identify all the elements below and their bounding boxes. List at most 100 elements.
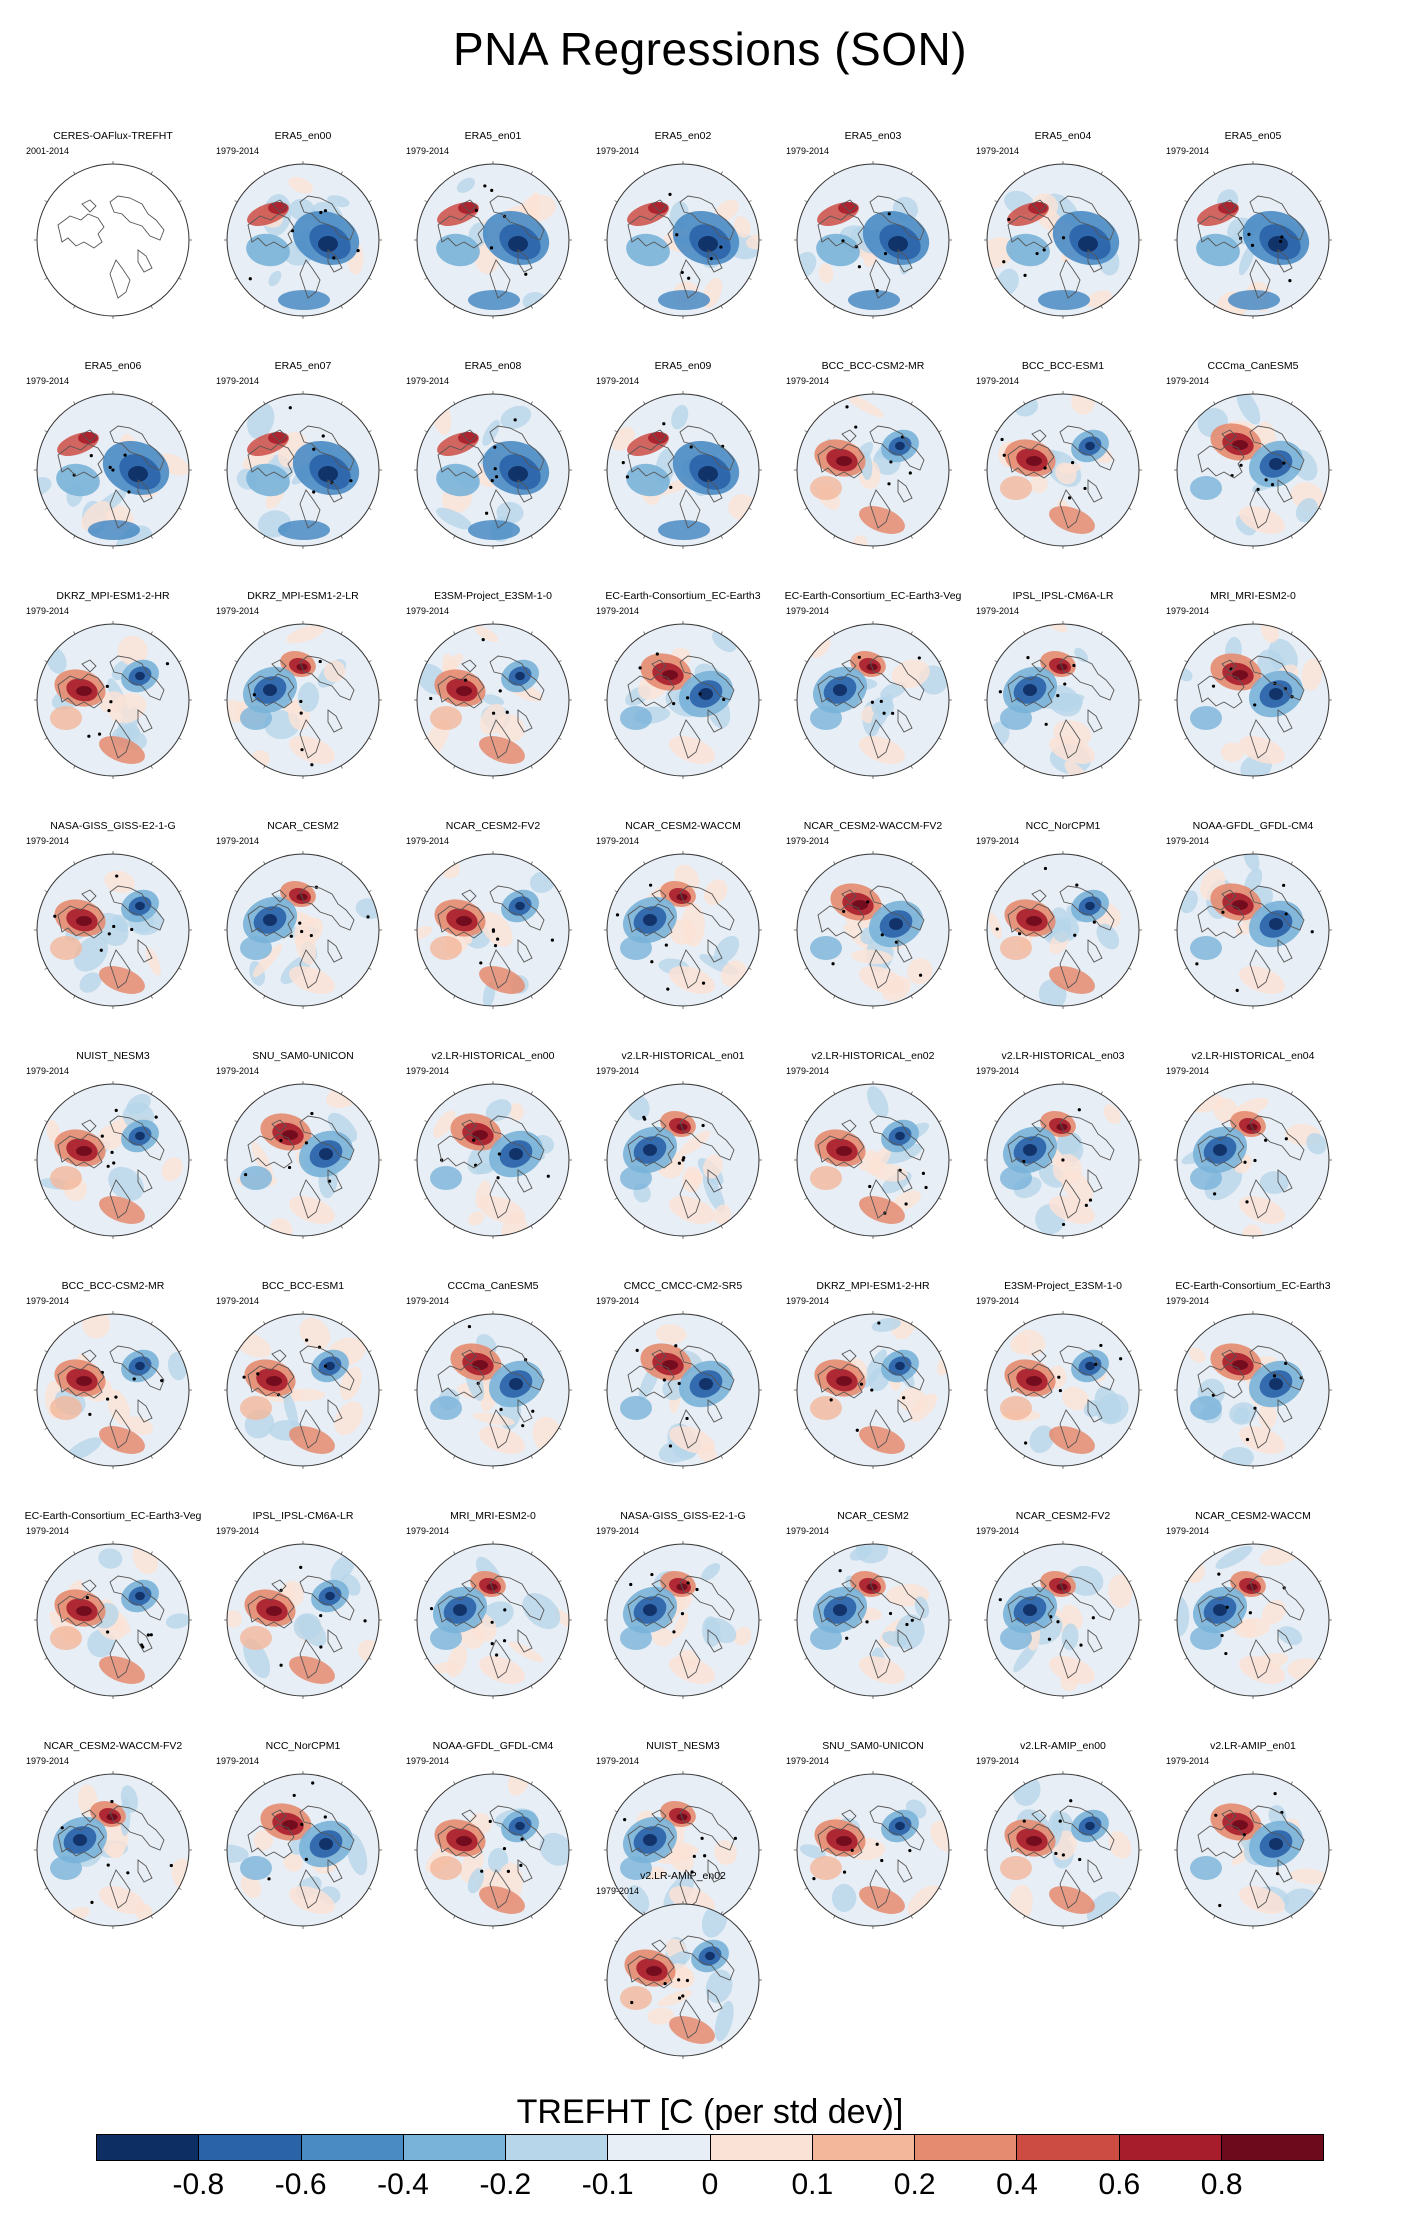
map-panel: NCAR_CESM2-WACCM-FV2 1979-2014 xyxy=(778,820,968,1020)
coastline xyxy=(1249,425,1305,471)
longitude-tick xyxy=(44,1887,48,1890)
coastline xyxy=(897,1629,913,1653)
anomaly-region xyxy=(99,1656,145,1684)
significance-dot xyxy=(719,245,723,249)
significance-dot xyxy=(88,1412,92,1416)
coastline xyxy=(247,213,295,249)
anomaly-region xyxy=(246,463,290,497)
significance-dot xyxy=(309,933,313,938)
longitude-tick xyxy=(910,1091,913,1095)
coastline xyxy=(109,1179,131,1219)
anomaly-region xyxy=(836,1376,852,1386)
coastline xyxy=(517,249,533,273)
anomaly-region xyxy=(626,233,670,267)
longitude-tick xyxy=(994,1810,998,1813)
coastline xyxy=(247,1593,295,1629)
longitude-tick xyxy=(910,1225,913,1229)
anomaly-region xyxy=(1190,936,1222,960)
longitude-tick xyxy=(453,765,456,769)
longitude-tick xyxy=(424,1657,428,1660)
coastline xyxy=(137,249,153,273)
longitude-tick xyxy=(1290,535,1293,539)
longitude-tick xyxy=(938,200,942,203)
coastline xyxy=(817,673,865,709)
longitude-tick xyxy=(994,507,998,510)
coastline xyxy=(1059,1115,1115,1161)
polar-map xyxy=(414,1081,572,1239)
coastline xyxy=(109,1639,131,1679)
significance-dot xyxy=(995,927,999,931)
panel-title: NCAR_CESM2-WACCM-FV2 xyxy=(43,1740,183,1752)
significance-dot xyxy=(685,696,690,700)
significance-dot xyxy=(1058,1388,1062,1393)
panel-title: ERA5_en09 xyxy=(654,360,712,372)
significance-dot xyxy=(319,210,323,215)
longitude-tick xyxy=(938,430,942,433)
significance-dot xyxy=(503,1608,507,1612)
significance-dot xyxy=(332,256,336,260)
longitude-tick xyxy=(44,890,48,893)
longitude-tick xyxy=(73,305,76,309)
coastline xyxy=(437,443,485,479)
longitude-tick xyxy=(234,660,238,663)
anomaly-region xyxy=(882,1631,907,1647)
longitude-tick xyxy=(73,171,76,175)
longitude-tick xyxy=(1023,631,1026,635)
longitude-tick xyxy=(453,401,456,405)
significance-dot xyxy=(1069,1799,1073,1803)
significance-dot xyxy=(686,1581,690,1585)
longitude-tick xyxy=(44,1810,48,1813)
significance-dot xyxy=(1099,1343,1103,1348)
anomaly-region xyxy=(488,1847,509,1873)
longitude-tick xyxy=(368,1350,372,1353)
map-panel: v2.LR-AMIP_en01 1979-2014 xyxy=(1158,1740,1348,1940)
significance-dot xyxy=(887,212,891,216)
anomaly-region xyxy=(1218,202,1238,214)
significance-dot xyxy=(114,1395,118,1399)
significance-dot xyxy=(300,929,304,934)
coastline xyxy=(1007,443,1055,479)
significance-dot xyxy=(1070,460,1075,465)
significance-dot xyxy=(126,1871,130,1875)
longitude-tick xyxy=(73,1225,76,1229)
anomaly-region xyxy=(98,1548,123,1569)
longitude-tick xyxy=(1318,277,1322,280)
coastline xyxy=(1007,1593,1055,1629)
longitude-tick xyxy=(614,2017,618,2020)
coastline xyxy=(627,213,675,249)
anomaly-region xyxy=(733,216,751,238)
coastline xyxy=(627,673,675,709)
significance-dot xyxy=(1094,1362,1098,1366)
significance-dot xyxy=(110,1150,114,1155)
coastline xyxy=(1277,1629,1293,1653)
anomaly-region xyxy=(1049,907,1072,943)
anomaly-region xyxy=(672,1612,689,1639)
longitude-tick xyxy=(1100,631,1103,635)
polar-map xyxy=(984,1081,1142,1239)
significance-dot xyxy=(1256,487,1260,491)
anomaly-region xyxy=(283,1853,303,1872)
coastline xyxy=(1277,1169,1293,1193)
coastline xyxy=(869,195,925,241)
coastline xyxy=(489,259,511,299)
coastline xyxy=(1221,429,1237,443)
longitude-tick xyxy=(424,967,428,970)
anomaly-region xyxy=(135,1131,145,1141)
longitude-tick xyxy=(910,305,913,309)
anomaly-region xyxy=(240,936,272,960)
panel-period: 1979-2014 xyxy=(406,1526,450,1536)
significance-dot xyxy=(304,1857,308,1861)
longitude-tick xyxy=(44,1350,48,1353)
longitude-tick xyxy=(614,1810,618,1813)
anomaly-region xyxy=(456,1836,472,1846)
significance-dot xyxy=(1284,1137,1288,1141)
coastline xyxy=(247,673,295,709)
panel-period: 1979-2014 xyxy=(216,1756,260,1766)
significance-dot xyxy=(689,445,693,449)
anomaly-region xyxy=(648,202,668,214)
longitude-tick xyxy=(1023,401,1026,405)
longitude-tick xyxy=(833,995,836,999)
longitude-tick xyxy=(643,1455,646,1459)
anomaly-region xyxy=(472,1130,488,1140)
coastline xyxy=(247,1823,295,1859)
